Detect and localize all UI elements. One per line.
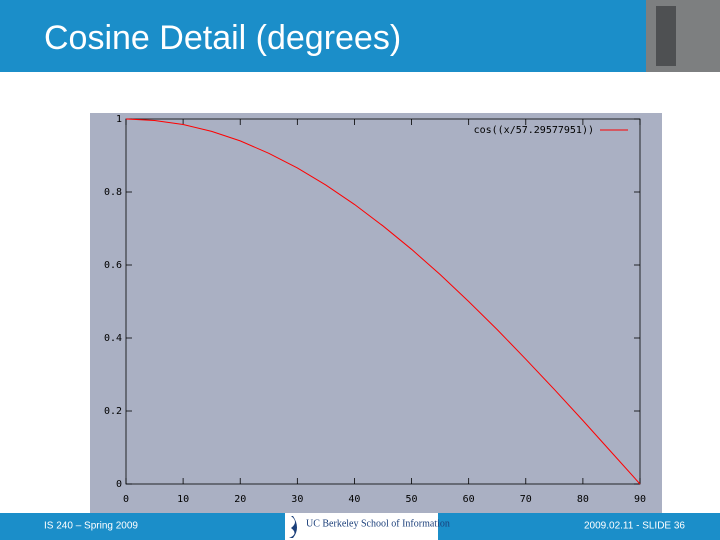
x-tick-label: 0 xyxy=(123,494,129,505)
slide-title: Cosine Detail (degrees) xyxy=(44,19,401,57)
x-tick-label: 10 xyxy=(177,494,189,505)
header-bar xyxy=(0,0,720,72)
plot-frame xyxy=(125,118,641,485)
legend-label: cos((x/57.29577951)) xyxy=(474,125,594,136)
x-tick-label: 60 xyxy=(463,494,475,505)
logo-mark xyxy=(289,516,297,538)
x-tick-label: 70 xyxy=(520,494,532,505)
y-tick-label: 0.6 xyxy=(104,260,122,271)
y-tick-label: 0.2 xyxy=(104,406,122,417)
x-tick-label: 40 xyxy=(348,494,360,505)
x-tick-label: 50 xyxy=(406,494,418,505)
series-line xyxy=(125,118,641,485)
footer-left: IS 240 – Spring 2009 xyxy=(44,521,138,532)
x-tick-label: 20 xyxy=(234,494,246,505)
plot-panel xyxy=(90,113,662,513)
x-tick-label: 90 xyxy=(634,494,646,505)
x-tick-label: 30 xyxy=(291,494,303,505)
footer-right: 2009.02.11 - SLIDE 36 xyxy=(584,521,685,532)
header-photo-detail xyxy=(656,6,676,66)
x-tick-label: 80 xyxy=(577,494,589,505)
y-tick-label: 0.4 xyxy=(104,333,122,344)
y-tick-label: 1 xyxy=(116,114,122,125)
logo-text: UC Berkeley School of Information xyxy=(306,518,450,529)
y-tick-label: 0 xyxy=(116,479,122,490)
logo-box xyxy=(285,513,438,540)
y-tick-label: 0.8 xyxy=(104,187,122,198)
